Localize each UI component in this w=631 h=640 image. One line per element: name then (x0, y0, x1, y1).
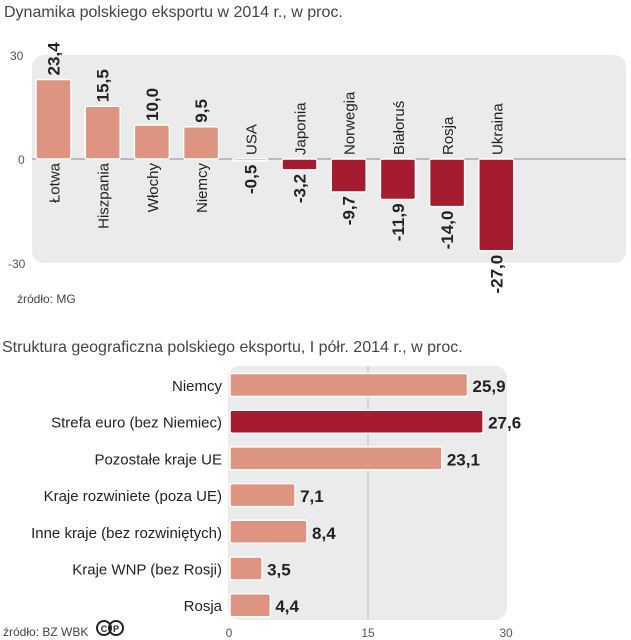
chart1-category-label-4: USA (243, 124, 260, 155)
chart1-source: źródło: MG (17, 292, 76, 306)
chart1-value-label-6: -9,7 (340, 196, 359, 225)
svg-text:P: P (113, 624, 119, 634)
chart2-value-label-0: 25,9 (473, 377, 506, 396)
chart1-ytick-0: 0 (18, 153, 25, 167)
chart2-category-label-6: Rosja (184, 598, 223, 615)
chart1-category-label-0: Łotwa (47, 162, 64, 203)
chart1-value-label-8: -14,0 (438, 211, 457, 250)
chart2-category-label-4: Inne kraje (bez rozwiniętych) (31, 525, 222, 542)
chart1-title: Dynamika polskiego eksportu w 2014 r., w… (4, 4, 343, 21)
chart2-bar-3 (229, 482, 296, 508)
chart1-bar-2 (133, 124, 171, 160)
chart1-category-label-7: Białoruś (391, 101, 408, 155)
chart2-category-label-2: Pozostałe kraje UE (94, 451, 222, 468)
chart1-category-label-8: Rosja (440, 116, 457, 155)
chart1-category-label-1: Hiszpania (96, 162, 113, 229)
chart1-bar-1 (84, 105, 121, 160)
chart2-xtick-30: 30 (499, 626, 513, 640)
chart2-value-label-3: 7,1 (300, 487, 324, 506)
chart2-category-label-1: Strefa euro (bez Niemiec) (51, 415, 222, 432)
chart1-bar-8 (428, 158, 466, 208)
chart1-value-label-3: 9,5 (192, 99, 211, 123)
chart2-value-label-1: 27,6 (488, 414, 521, 433)
chart2-category-label-5: Kraje WNP (bez Rosji) (72, 562, 222, 579)
chart2-value-label-4: 8,4 (312, 524, 336, 543)
svg-text:C: C (101, 624, 108, 634)
chart2-category-label-3: Kraje rozwiniete (poza UE) (44, 488, 222, 505)
chart1-value-label-4: -0,5 (241, 165, 260, 194)
chart2-value-label-6: 4,4 (275, 597, 299, 616)
chart1-bar-3 (182, 125, 220, 160)
chart2-bar-2 (229, 446, 443, 471)
chart1-bar-7 (379, 158, 417, 201)
chart2-source: źródło: BZ WBK (3, 625, 88, 639)
chart2-bar-1 (229, 409, 484, 434)
chart1-bar-0 (35, 78, 72, 160)
chart1-category-label-5: Japonia (293, 102, 310, 155)
chart1-ytick-neg30: -30 (8, 257, 26, 271)
chart2-category-label-0: Niemcy (172, 378, 223, 395)
chart1-category-label-6: Norwegia (342, 91, 359, 155)
chart2-bar-0 (229, 372, 469, 398)
chart1-value-label-1: 15,5 (94, 69, 113, 102)
chart2-xtick-15: 15 (361, 626, 375, 640)
chart2-value-label-2: 23,1 (447, 450, 480, 469)
chart1-category-label-2: Włochy (145, 163, 162, 213)
chart2-bar-6 (229, 592, 272, 618)
chart1-value-label-5: -3,2 (291, 174, 310, 203)
chart1-value-label-0: 23,4 (45, 42, 64, 76)
chart1-bar-5 (281, 158, 318, 171)
chart1-bar-9 (478, 158, 515, 252)
chart1-ytick-30: 30 (10, 49, 24, 63)
chart2-bar-5 (229, 556, 263, 581)
chart2-value-label-5: 3,5 (267, 561, 291, 580)
chart1-value-label-2: 10,0 (143, 88, 162, 121)
chart1-bar-4 (232, 158, 269, 162)
chart2-xtick-0: 0 (226, 626, 233, 640)
chart2-title: Struktura geograficzna polskiego eksport… (2, 339, 463, 356)
chart1-category-label-3: Niemcy (194, 163, 211, 214)
cc-by-icon: C P (96, 620, 124, 636)
chart1-bar-6 (330, 158, 367, 193)
chart1-category-label-9: Ukraina (489, 103, 506, 155)
chart1-value-label-7: -11,9 (389, 203, 408, 241)
chart1-value-label-9: -27,0 (487, 255, 506, 294)
chart2-bar-4 (229, 519, 308, 545)
